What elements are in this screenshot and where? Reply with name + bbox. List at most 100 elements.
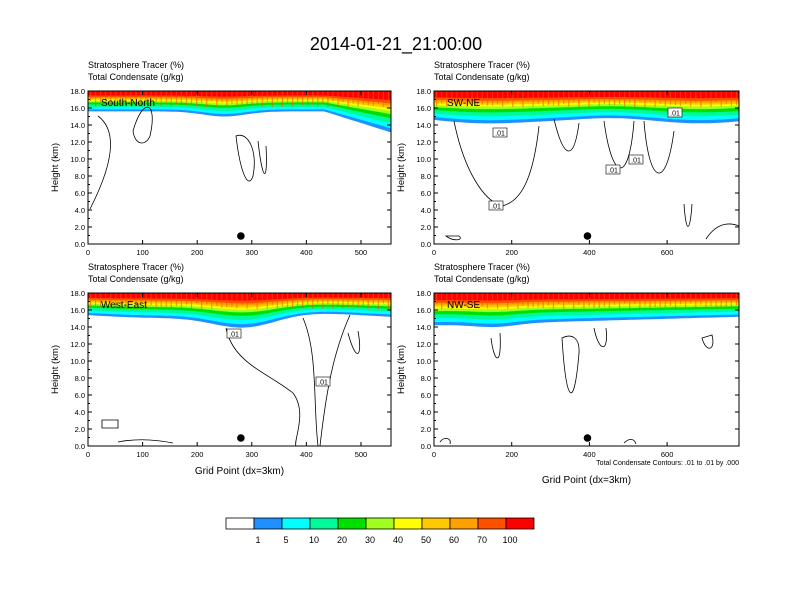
contour-label: .01	[318, 380, 328, 387]
colorbar-swatch	[281, 517, 311, 530]
colorbar-label: 5	[283, 535, 288, 545]
panel-title-tracer: Stratosphere Tracer (%)	[434, 60, 530, 70]
x-tick-label: 200	[191, 450, 204, 459]
condensate-contour	[701, 334, 714, 349]
panel-sw-ne: Stratosphere Tracer (%) Total Condensate …	[396, 60, 740, 257]
colorbar-label: 100	[502, 535, 517, 545]
y-tick-label: 4.0	[75, 206, 85, 215]
figure-title: 2014-01-21_21:00:00	[310, 34, 482, 55]
x-tick-label: 400	[583, 248, 596, 257]
y-tick-label: 6.0	[421, 391, 431, 400]
contour-label: .01	[491, 204, 501, 211]
panel-title-condensate: Total Condensate (g/kg)	[434, 274, 530, 284]
contour-note: Total Condensate Contours: .01 to .01 by…	[596, 460, 739, 467]
y-tick-label: 18.0	[416, 289, 431, 298]
condensate-contour	[347, 330, 361, 354]
x-tick-label: 0	[432, 450, 436, 459]
x-tick-label: 0	[432, 248, 436, 257]
y-axis-label: Height (km)	[50, 143, 61, 192]
colorbar-swatch	[309, 517, 339, 530]
colorbar-label: 1	[255, 535, 260, 545]
location-marker	[583, 232, 592, 240]
y-tick-label: 2.0	[421, 425, 431, 434]
panel-label: SW-NE	[447, 98, 480, 109]
panel-label: NW-SE	[447, 300, 480, 311]
colorbar-label: 40	[393, 535, 403, 545]
colorbar-label: 70	[477, 535, 487, 545]
y-tick-label: 14.0	[416, 121, 431, 130]
y-tick-label: 10.0	[416, 357, 431, 366]
y-tick-label: 14.0	[416, 323, 431, 332]
y-tick-label: 16.0	[70, 306, 85, 315]
y-tick-label: 10.0	[416, 155, 431, 164]
y-tick-label: 12.0	[416, 340, 431, 349]
colorbar-swatch	[477, 517, 507, 530]
tracer-band-10	[88, 293, 391, 301]
y-tick-label: 0.0	[421, 442, 431, 451]
condensate-contour	[132, 106, 153, 144]
y-tick-label: 0.0	[75, 240, 85, 249]
y-tick-label: 0.0	[421, 240, 431, 249]
y-tick-label: 6.0	[75, 189, 85, 198]
contour-label: .01	[670, 111, 680, 118]
y-tick-label: 4.0	[421, 206, 431, 215]
condensate-contour	[553, 118, 580, 152]
contour-label-box	[488, 200, 504, 211]
colorbar-swatch	[505, 517, 535, 530]
y-tick-label: 10.0	[70, 357, 85, 366]
x-tick-label: 200	[505, 248, 518, 257]
condensate-contour	[89, 115, 111, 210]
y-tick-label: 8.0	[75, 374, 85, 383]
contour-label-box	[605, 164, 621, 175]
condensate-contour	[561, 335, 580, 394]
condensate-contour	[623, 438, 637, 445]
panel-label: West-East	[101, 300, 147, 311]
colorbar-swatch	[449, 517, 479, 530]
x-tick-label: 200	[191, 248, 204, 257]
condensate-contour	[117, 439, 174, 444]
x-tick-label: 0	[86, 248, 90, 257]
panel-south-north: Stratosphere Tracer (%) Total Condensate …	[50, 60, 392, 257]
panel-title-condensate: Total Condensate (g/kg)	[88, 274, 184, 284]
condensate-contour	[593, 327, 607, 348]
condensate-contour	[683, 203, 693, 227]
y-tick-label: 2.0	[75, 223, 85, 232]
colorbar-swatch	[365, 517, 395, 530]
contour-label: .01	[495, 131, 505, 138]
y-tick-label: 4.0	[75, 408, 85, 417]
y-tick-label: 6.0	[75, 391, 85, 400]
tracer-band-10	[434, 91, 739, 99]
panel-nw-se: Stratosphere Tracer (%) Total Condensate …	[396, 262, 740, 486]
y-tick-label: 12.0	[70, 340, 85, 349]
condensate-contour	[319, 314, 351, 446]
colorbar-swatch	[337, 517, 367, 530]
colorbar: 1 5 10 20 30 40 50 60 70 100	[225, 517, 535, 545]
condensate-contour	[643, 120, 675, 174]
x-tick-label: 600	[661, 450, 674, 459]
x-tick-label: 400	[583, 450, 596, 459]
y-tick-label: 14.0	[70, 323, 85, 332]
x-tick-label: 0	[86, 450, 90, 459]
y-tick-label: 8.0	[421, 172, 431, 181]
contour-label-box	[667, 107, 683, 118]
tracer-band-10	[434, 293, 739, 301]
y-tick-label: 12.0	[70, 138, 85, 147]
y-tick-label: 2.0	[421, 223, 431, 232]
plot-area: .01 .01 .01 .01 .01	[434, 91, 739, 244]
x-axis-label: Grid Point (dx=3km)	[195, 466, 284, 477]
panel-title-tracer: Stratosphere Tracer (%)	[434, 262, 530, 272]
x-tick-label: 500	[355, 450, 368, 459]
y-axis-label: Height (km)	[396, 345, 407, 394]
x-tick-label: 400	[300, 450, 313, 459]
contour-label-box	[492, 127, 508, 138]
condensate-contour	[302, 317, 319, 446]
y-tick-label: 8.0	[421, 374, 431, 383]
condensate-contour	[705, 223, 739, 240]
condensate-contour	[439, 438, 451, 445]
x-tick-label: 100	[136, 248, 149, 257]
condensate-contour	[257, 140, 267, 174]
y-tick-label: 4.0	[421, 408, 431, 417]
x-tick-label: 100	[136, 450, 149, 459]
y-tick-label: 16.0	[416, 306, 431, 315]
